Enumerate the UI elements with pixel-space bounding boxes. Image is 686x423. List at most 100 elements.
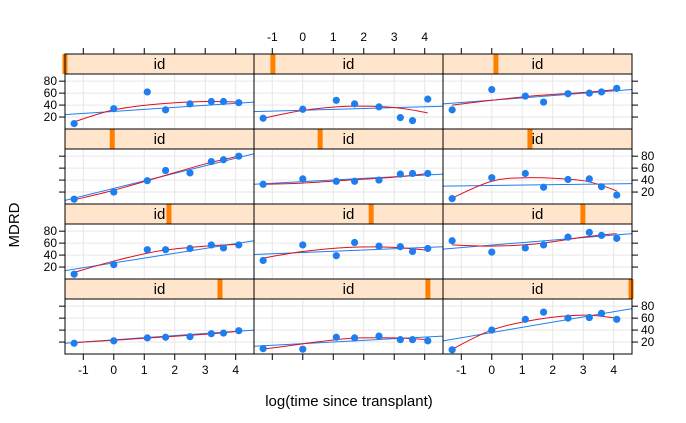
strip-background [65, 54, 254, 74]
smooth-fit-line [74, 243, 239, 273]
x-tick-label: 3 [202, 363, 209, 377]
data-point [396, 170, 404, 178]
data-point [597, 231, 606, 239]
y-tick-label: 40 [44, 248, 58, 262]
y-tick-label: 20 [641, 335, 655, 349]
x-tick-label: 0 [299, 30, 306, 44]
x-tick-label: -1 [267, 30, 278, 44]
data-point [539, 98, 548, 106]
x-tick-label: 2 [171, 363, 178, 377]
data-point [424, 337, 432, 345]
data-point [110, 105, 118, 113]
strip-label: id [154, 131, 166, 148]
smooth-fit-line [451, 314, 617, 350]
y-tick-label: 20 [641, 185, 655, 199]
data-point [564, 314, 572, 322]
panel: id [253, 278, 444, 355]
data-point [408, 169, 417, 178]
x-tick-label: 2 [549, 363, 556, 377]
panel-plot-area [254, 149, 443, 204]
data-point [521, 244, 529, 252]
data-point [219, 156, 228, 164]
panel: id [442, 278, 634, 355]
y-tick-label: 40 [641, 173, 655, 187]
y-tick-label: 40 [44, 98, 58, 112]
strip-background [65, 204, 254, 224]
data-point [375, 242, 383, 250]
data-point [521, 169, 529, 178]
smooth-fit-line [74, 100, 239, 123]
smooth-fit-line [263, 246, 428, 259]
data-point [488, 248, 496, 256]
panel: id [442, 203, 633, 280]
data-point [207, 97, 215, 106]
data-point [161, 246, 170, 254]
y-tick-label: 80 [641, 149, 655, 163]
data-point [235, 99, 243, 107]
smooth-fit-line [263, 105, 428, 119]
linear-fit-line [254, 105, 443, 113]
y-tick-label: 60 [44, 86, 58, 100]
panel: id [253, 53, 444, 130]
data-point [161, 333, 170, 341]
data-point [597, 309, 606, 317]
smooth-fit-line [452, 233, 617, 247]
panel-border [442, 148, 633, 205]
x-tick-label: 1 [141, 363, 148, 377]
panel-plot-area [443, 299, 632, 354]
data-point [613, 191, 621, 199]
data-point [521, 315, 529, 323]
y-tick-label: 80 [44, 74, 58, 88]
strip-label: id [154, 56, 166, 73]
data-point [161, 106, 170, 114]
data-point [110, 261, 118, 269]
data-point [448, 106, 456, 114]
data-point [564, 90, 572, 98]
panel-plot-area [65, 74, 254, 129]
panel-plot-area [443, 224, 632, 279]
data-point [350, 100, 359, 108]
data-point [585, 175, 593, 183]
data-point [539, 183, 548, 191]
strip-level-marker [109, 129, 115, 149]
panel: id [442, 128, 633, 205]
panel: id [442, 53, 633, 130]
strip-label: id [343, 56, 355, 73]
x-tick-label: 4 [421, 30, 428, 44]
panel-border [64, 223, 255, 280]
data-point [186, 333, 194, 341]
data-point [408, 336, 417, 344]
strip-background [443, 54, 632, 74]
smooth-fit-line [452, 89, 617, 106]
strip-level-marker [217, 279, 223, 299]
data-point [350, 334, 359, 342]
y-axis-title: MDRD [6, 202, 23, 247]
panel: id [64, 278, 255, 355]
data-point [396, 336, 404, 344]
strip-background [254, 54, 443, 74]
panel-border [253, 298, 444, 355]
x-tick-label: -1 [456, 363, 467, 377]
data-point [143, 246, 151, 254]
data-point [70, 120, 78, 128]
strip-background [443, 279, 632, 299]
panel-plot-area [254, 74, 443, 129]
data-point [448, 346, 456, 354]
strip-level-marker [166, 204, 172, 224]
data-point [613, 234, 621, 242]
data-point [259, 180, 267, 188]
x-tick-label: 4 [232, 363, 239, 377]
data-point [375, 103, 383, 111]
data-point [564, 175, 572, 184]
axes: -1 0 1 2 3 4 -1 0 1 2 3 4-1 0 1 2 3 42040608020406080204… [44, 30, 655, 377]
strip-label: id [532, 206, 544, 223]
data-point [350, 177, 359, 185]
panel-plot-area [254, 224, 443, 279]
data-point [259, 345, 267, 353]
smooth-fit-line [263, 173, 428, 185]
data-point [488, 326, 496, 334]
panel-border [442, 298, 633, 355]
data-point [219, 329, 228, 337]
data-point [597, 183, 606, 191]
